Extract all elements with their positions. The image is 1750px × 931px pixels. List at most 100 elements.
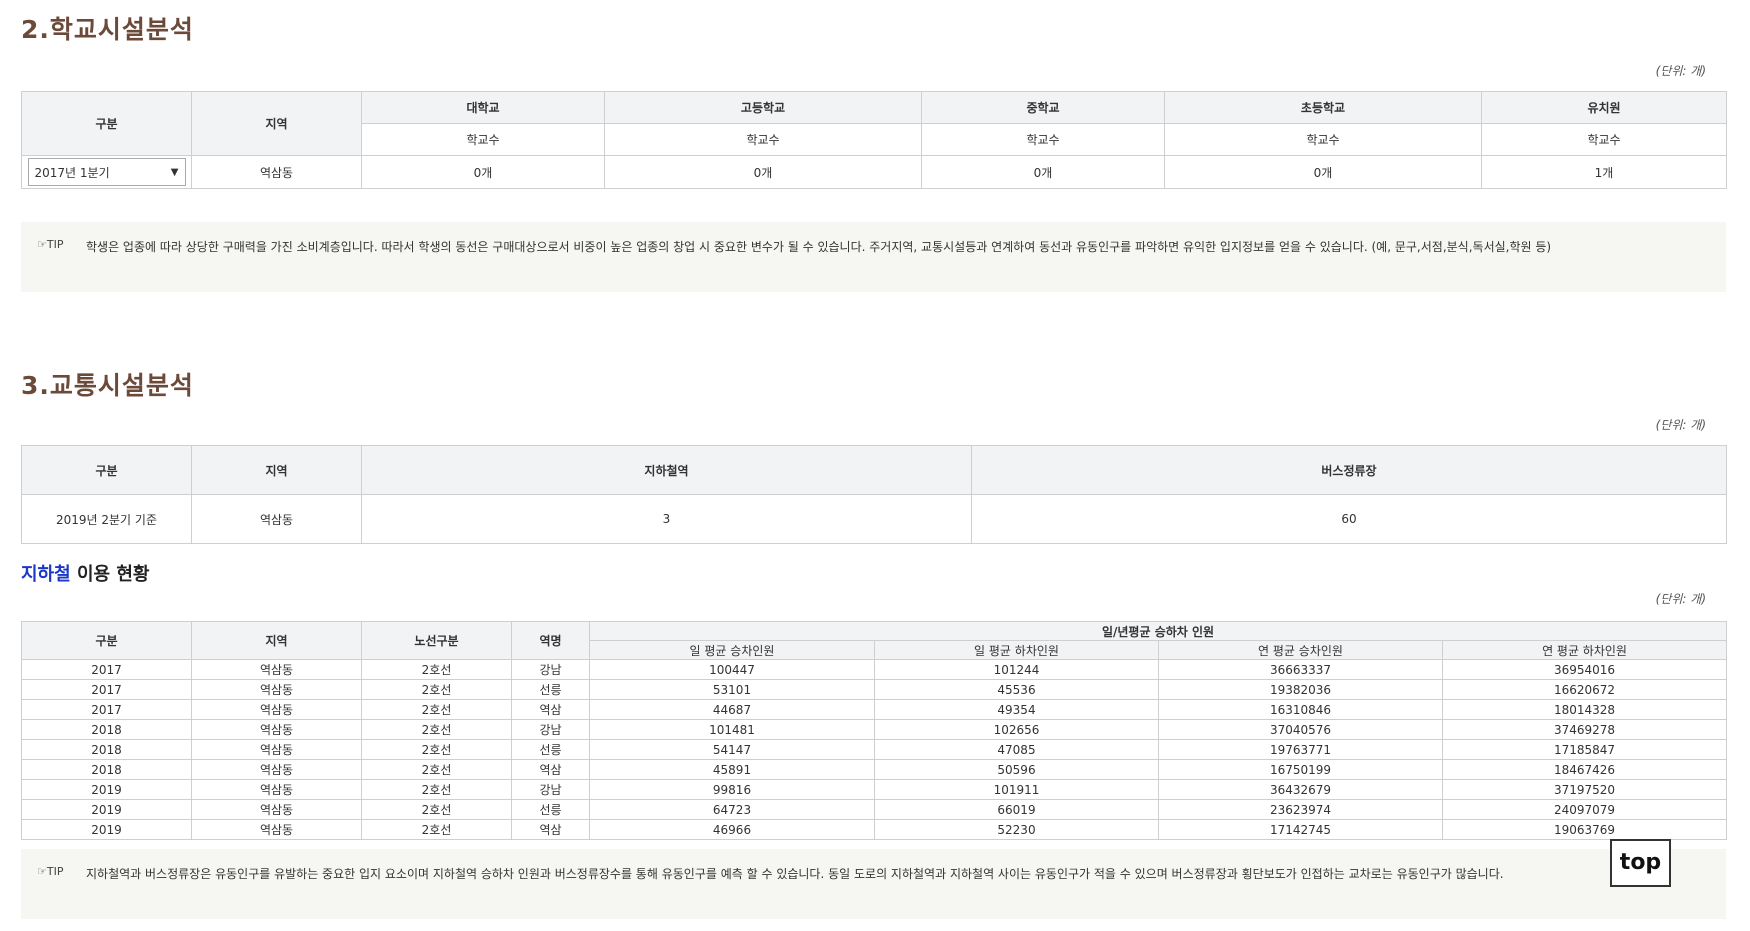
subway-count: 3: [361, 494, 972, 544]
station-cell: 강남: [511, 659, 590, 680]
day-on-cell: 46966: [589, 819, 875, 840]
day-off-cell: 50596: [874, 759, 1159, 780]
sub-header-count: 학교수: [361, 123, 605, 156]
year-off-cell: 37469278: [1441, 719, 1728, 740]
day-on-cell: 100447: [589, 659, 875, 680]
day-on-cell: 54147: [589, 739, 875, 760]
header-category: 구분: [21, 621, 192, 660]
line-cell: 2호선: [361, 659, 512, 680]
year-on-cell: 36432679: [1158, 779, 1443, 800]
station-cell: 강남: [511, 779, 590, 800]
day-on-cell: 64723: [589, 799, 875, 820]
header-year-off: 연 평균 하차인원: [1441, 640, 1728, 660]
day-off-cell: 45536: [874, 679, 1159, 700]
tip-text: 학생은 업종에 따라 상당한 구매력을 가진 소비계층입니다. 따라서 학생의 …: [86, 240, 1552, 254]
day-off-cell: 101911: [874, 779, 1159, 800]
year-off-cell: 19063769: [1441, 819, 1728, 840]
period-cell: 2017년 1분기 ▼: [21, 155, 192, 189]
header-day-off: 일 평균 하차인원: [874, 640, 1159, 660]
header-region: 지역: [191, 621, 362, 660]
sub-header-count: 학교수: [604, 123, 922, 156]
year-on-cell: 19763771: [1158, 739, 1443, 760]
region-cell: 역삼동: [191, 155, 362, 189]
header-region: 지역: [191, 91, 362, 156]
line-cell: 2호선: [361, 739, 512, 760]
line-cell: 2호선: [361, 759, 512, 780]
header-region: 지역: [191, 445, 362, 495]
tip-box-school: ☞TIP 학생은 업종에 따라 상당한 구매력을 가진 소비계층입니다. 따라서…: [21, 222, 1726, 292]
year-cell: 2018: [21, 719, 192, 740]
subway-usage-title: 지하철 이용 현황: [21, 560, 149, 586]
period-select[interactable]: 2017년 1분기 ▼: [27, 158, 186, 186]
header-elementary: 초등학교: [1164, 91, 1482, 124]
station-cell: 선릉: [511, 679, 590, 700]
year-cell: 2018: [21, 759, 192, 780]
section-title-transport: 3.교통시설분석: [21, 371, 194, 400]
tip-label: ☞TIP: [37, 238, 64, 251]
unit-label: (단위: 개): [1655, 592, 1706, 606]
subway-usage-title-rest: 이용 현황: [70, 564, 150, 585]
pointing-hand-icon: ☞: [37, 865, 47, 878]
header-category: 구분: [21, 91, 192, 156]
header-line: 노선구분: [361, 621, 512, 660]
day-on-cell: 44687: [589, 699, 875, 720]
kindergarten-count: 1개: [1481, 155, 1727, 189]
region-cell: 역삼동: [191, 799, 362, 820]
day-on-cell: 101481: [589, 719, 875, 740]
year-on-cell: 19382036: [1158, 679, 1443, 700]
table-row: 2019 역삼동 2호선 선릉 64723 66019 23623974 24097079: [21, 799, 1728, 820]
period-select-value: 2017년 1분기: [34, 166, 110, 180]
day-on-cell: 45891: [589, 759, 875, 780]
line-cell: 2호선: [361, 819, 512, 840]
table-row: 2018 역삼동 2호선 역삼 45891 50596 16750199 18467426: [21, 759, 1728, 780]
day-off-cell: 52230: [874, 819, 1159, 840]
station-cell: 역삼: [511, 819, 590, 840]
region-cell: 역삼동: [191, 679, 362, 700]
middleschool-count: 0개: [921, 155, 1165, 189]
year-cell: 2019: [21, 779, 192, 800]
section-title-school: 2.학교시설분석: [21, 15, 194, 44]
year-on-cell: 16750199: [1158, 759, 1443, 780]
region-cell: 역삼동: [191, 739, 362, 760]
tip-text: 지하철역과 버스정류장은 유동인구를 유발하는 중요한 입지 요소이며 지하철역…: [86, 867, 1504, 881]
university-count: 0개: [361, 155, 605, 189]
year-on-cell: 23623974: [1158, 799, 1443, 820]
line-cell: 2호선: [361, 719, 512, 740]
year-off-cell: 17185847: [1441, 739, 1728, 760]
region-cell: 역삼동: [191, 819, 362, 840]
header-avg-group: 일/년평균 승하차 인원: [588, 621, 1728, 641]
sub-header-count: 학교수: [1164, 123, 1482, 156]
year-on-cell: 36663337: [1158, 659, 1443, 680]
table-row: 2018 역삼동 2호선 강남 101481 102656 37040576 37469278: [21, 719, 1728, 740]
region-cell: 역삼동: [191, 494, 362, 544]
day-on-cell: 99816: [589, 779, 875, 800]
day-on-cell: 53101: [589, 679, 875, 700]
header-bus: 버스정류장: [971, 445, 1727, 495]
year-off-cell: 18014328: [1441, 699, 1728, 720]
header-station: 역명: [511, 621, 590, 660]
line-cell: 2호선: [361, 779, 512, 800]
station-cell: 역삼: [511, 759, 590, 780]
table-row: 2017 역삼동 2호선 선릉 53101 45536 19382036 16620672: [21, 679, 1728, 700]
scroll-top-button[interactable]: top: [1610, 839, 1671, 887]
year-off-cell: 18467426: [1441, 759, 1728, 780]
line-cell: 2호선: [361, 699, 512, 720]
table-row: 2017 역삼동 2호선 역삼 44687 49354 16310846 18014328: [21, 699, 1728, 720]
header-category: 구분: [21, 445, 192, 495]
bus-count: 60: [971, 494, 1727, 544]
day-off-cell: 102656: [874, 719, 1159, 740]
day-off-cell: 47085: [874, 739, 1159, 760]
dropdown-arrow-icon: ▼: [170, 167, 179, 178]
region-cell: 역삼동: [191, 779, 362, 800]
table-row: 2019 역삼동 2호선 강남 99816 101911 36432679 37197520: [21, 779, 1728, 800]
table-row: 2019 역삼동 2호선 역삼 46966 52230 17142745 19063769: [21, 819, 1728, 840]
station-cell: 강남: [511, 719, 590, 740]
sub-header-count: 학교수: [921, 123, 1165, 156]
station-cell: 역삼: [511, 699, 590, 720]
year-on-cell: 37040576: [1158, 719, 1443, 740]
region-cell: 역삼동: [191, 659, 362, 680]
elementary-count: 0개: [1164, 155, 1482, 189]
header-highschool: 고등학교: [604, 91, 922, 124]
station-cell: 선릉: [511, 799, 590, 820]
year-cell: 2017: [21, 699, 192, 720]
